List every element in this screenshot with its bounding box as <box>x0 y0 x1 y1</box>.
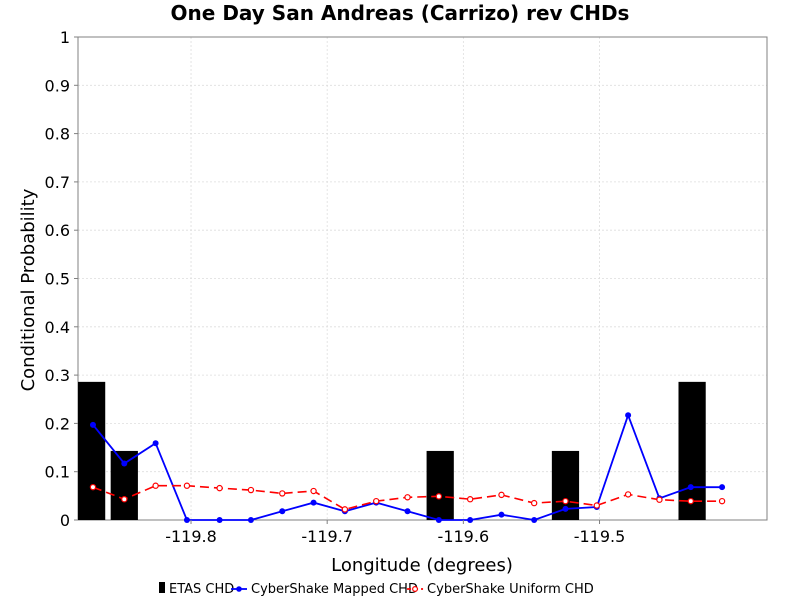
mapped-point <box>121 460 128 467</box>
uniform-point <box>279 490 286 497</box>
legend-label: CyberShake Mapped CHD <box>251 582 418 597</box>
x-tick-label: -119.6 <box>438 527 490 546</box>
y-tick-label: 0.5 <box>45 270 70 289</box>
uniform-point <box>498 491 505 499</box>
legend-swatch-marker <box>412 585 419 592</box>
y-tick-label: 0.8 <box>45 125 70 144</box>
mapped-point <box>152 440 159 447</box>
uniform-point <box>435 493 443 500</box>
x-tick-label: -119.5 <box>574 527 626 546</box>
mapped-point <box>562 505 569 512</box>
mapped-point <box>719 484 726 491</box>
uniform-point <box>183 482 191 489</box>
x-axis-label: Longitude (degrees) <box>331 555 513 576</box>
etas-bar <box>78 381 106 520</box>
legend-label: ETAS CHD <box>169 582 234 597</box>
uniform-point <box>624 491 632 498</box>
chart-title: One Day San Andreas (Carrizo) rev CHDs <box>171 1 630 25</box>
x-tick-label: -119.8 <box>165 527 217 546</box>
mapped-point <box>279 508 286 515</box>
y-tick-label: 0.4 <box>45 318 70 337</box>
uniform-point <box>593 502 600 509</box>
y-tick-label: 0.1 <box>45 463 70 482</box>
uniform-point <box>656 496 663 503</box>
mapped-point <box>216 517 223 523</box>
y-tick-label: 0.9 <box>45 76 70 95</box>
series-lines <box>89 412 726 523</box>
uniform-point <box>718 497 726 505</box>
uniform-point <box>530 499 538 507</box>
mapped-point <box>531 517 538 523</box>
uniform-point <box>404 494 411 501</box>
legend: ETAS CHD CyberShake Mapped CHD CyberShake … <box>159 582 594 597</box>
mapped-point <box>435 517 442 523</box>
mapped-point <box>310 499 317 506</box>
uniform-point <box>121 496 128 503</box>
uniform-point <box>562 497 569 505</box>
uniform-point <box>89 483 97 491</box>
y-axis-ticks: 0 0.1 0.2 0.3 0.4 0.5 0.6 0.7 0.8 0.9 1 <box>45 28 78 530</box>
uniform-point <box>247 486 255 494</box>
uniform-point <box>687 497 694 505</box>
uniform-point <box>216 484 223 492</box>
x-axis-ticks: -119.8 -119.7 -119.6 -119.5 <box>165 520 625 546</box>
uniform-point <box>466 496 474 503</box>
uniform-point <box>310 487 317 495</box>
mapped-point <box>247 517 254 523</box>
grid <box>78 36 767 521</box>
x-tick-label: -119.7 <box>301 527 353 546</box>
mapped-point <box>498 511 505 518</box>
legend-swatch-bar <box>159 582 165 593</box>
uniform-point <box>152 482 159 489</box>
etas-bars <box>78 381 706 520</box>
etas-bar <box>678 381 706 520</box>
uniform-point <box>373 497 380 505</box>
mapped-point <box>687 484 694 491</box>
y-tick-label: 1 <box>60 28 70 47</box>
y-tick-label: 0.3 <box>45 366 70 385</box>
mapped-line <box>92 412 723 521</box>
mapped-point <box>625 412 632 419</box>
y-tick-label: 0 <box>60 511 70 530</box>
legend-swatch-marker <box>236 586 242 592</box>
legend-label: CyberShake Uniform CHD <box>427 582 594 597</box>
uniform-point <box>341 506 349 513</box>
y-tick-label: 0.2 <box>45 414 70 433</box>
mapped-point <box>89 421 96 428</box>
y-axis-label: Conditional Probability <box>18 188 39 391</box>
y-tick-label: 0.7 <box>45 173 70 192</box>
mapped-point <box>183 517 190 523</box>
mapped-point <box>404 508 411 515</box>
etas-bar <box>426 450 454 520</box>
mapped-point <box>467 517 474 523</box>
y-tick-label: 0.6 <box>45 221 70 240</box>
